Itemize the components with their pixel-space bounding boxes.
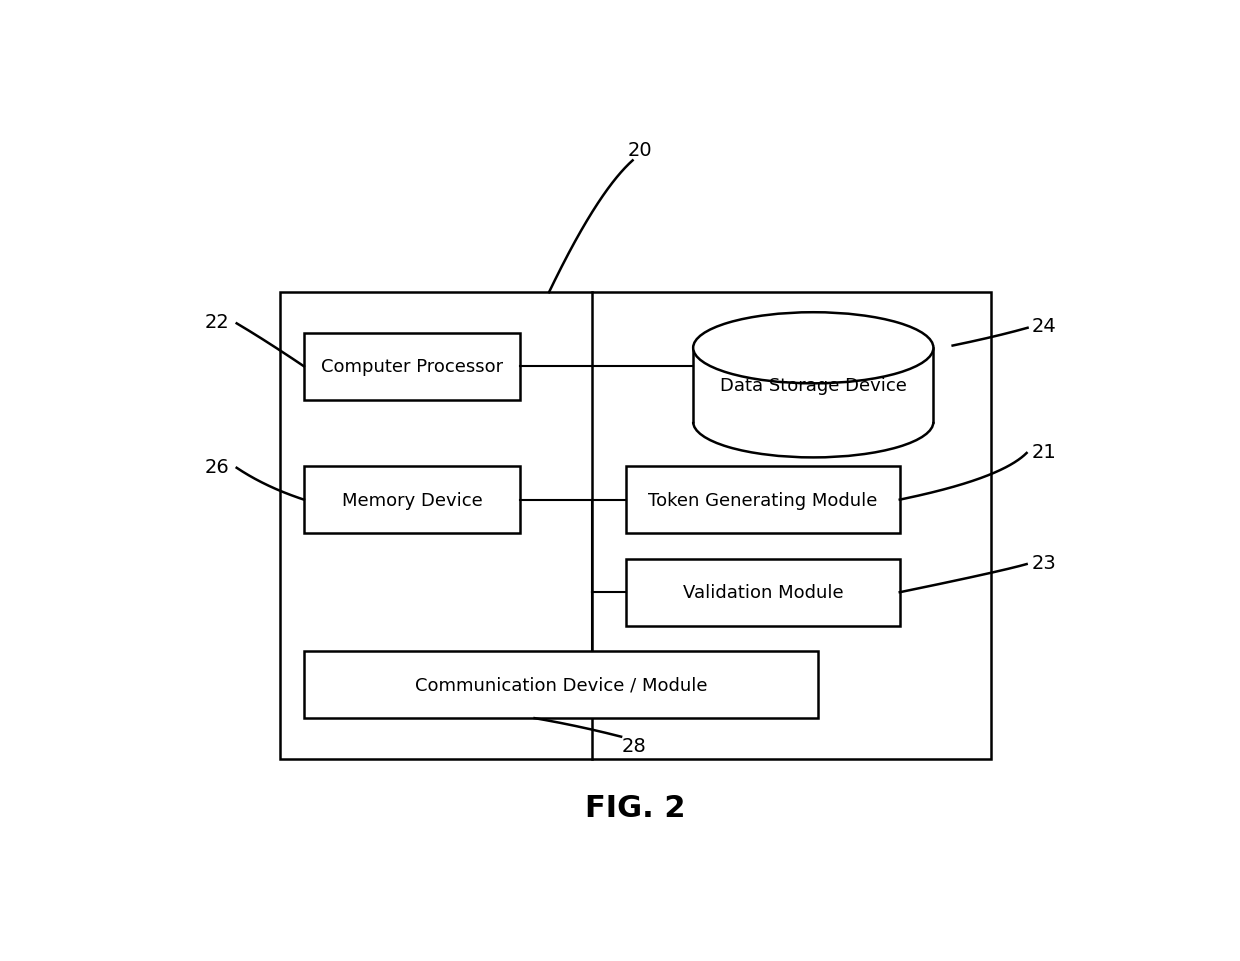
Text: FIG. 2: FIG. 2 (585, 793, 686, 822)
Text: Communication Device / Module: Communication Device / Module (414, 677, 707, 694)
FancyBboxPatch shape (693, 349, 934, 423)
Text: 20: 20 (627, 141, 652, 160)
FancyBboxPatch shape (626, 467, 900, 533)
Text: 28: 28 (621, 736, 646, 755)
Text: Validation Module: Validation Module (682, 583, 843, 602)
FancyBboxPatch shape (280, 293, 991, 759)
Text: 23: 23 (1032, 554, 1056, 573)
Text: Memory Device: Memory Device (342, 491, 482, 509)
Text: 22: 22 (205, 313, 229, 332)
Text: Data Storage Device: Data Storage Device (720, 377, 906, 394)
Text: Computer Processor: Computer Processor (321, 357, 503, 376)
FancyBboxPatch shape (304, 333, 521, 400)
Ellipse shape (693, 313, 934, 384)
Text: Token Generating Module: Token Generating Module (649, 491, 878, 509)
FancyBboxPatch shape (304, 652, 818, 719)
Text: 24: 24 (1032, 317, 1056, 335)
Text: 26: 26 (205, 457, 229, 477)
FancyBboxPatch shape (626, 559, 900, 626)
Text: 21: 21 (1032, 442, 1056, 461)
FancyBboxPatch shape (304, 467, 521, 533)
